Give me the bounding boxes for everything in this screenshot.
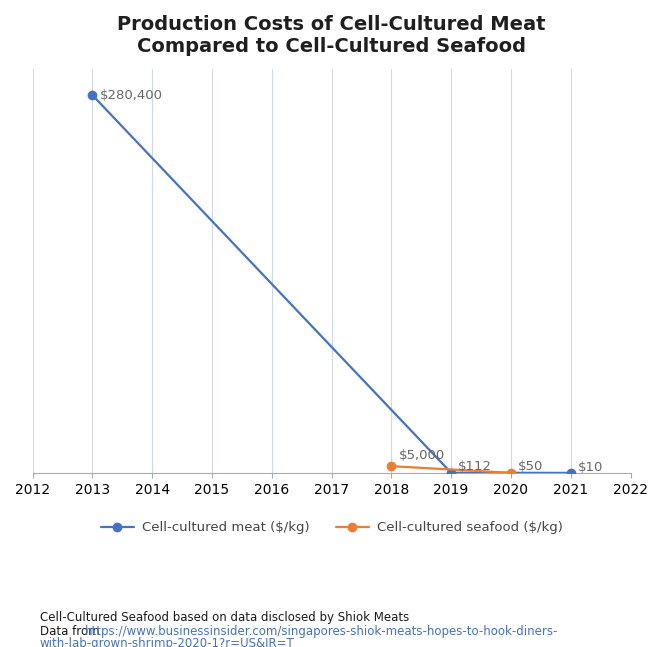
Text: Cell-Cultured Seafood based on data disclosed by Shiok Meats: Cell-Cultured Seafood based on data disc… [40, 611, 409, 624]
Legend: Cell-cultured meat ($/kg), Cell-cultured seafood ($/kg): Cell-cultured meat ($/kg), Cell-cultured… [95, 516, 568, 540]
Text: $50: $50 [518, 459, 544, 472]
Title: Production Costs of Cell-Cultured Meat
Compared to Cell-Cultured Seafood: Production Costs of Cell-Cultured Meat C… [117, 15, 546, 56]
Cell-cultured meat ($/kg) [88, 91, 96, 99]
Line: Cell-cultured seafood ($/kg): Cell-cultured seafood ($/kg) [387, 462, 515, 477]
Text: $10: $10 [578, 461, 603, 474]
Text: Data from: Data from [40, 625, 103, 638]
Text: $5,000: $5,000 [398, 449, 445, 462]
Text: with-lab-grown-shrimp-2020-1?r=US&IR=T: with-lab-grown-shrimp-2020-1?r=US&IR=T [40, 637, 294, 647]
Cell-cultured meat ($/kg) [567, 469, 575, 477]
Text: https://www.businessinsider.com/singapores-shiok-meats-hopes-to-hook-diners-: https://www.businessinsider.com/singapor… [85, 625, 558, 638]
Text: $280,400: $280,400 [99, 89, 162, 102]
Text: $112: $112 [458, 459, 493, 472]
Line: Cell-cultured meat ($/kg): Cell-cultured meat ($/kg) [88, 91, 575, 477]
Cell-cultured seafood ($/kg) [387, 462, 395, 470]
Cell-cultured seafood ($/kg) [507, 469, 515, 477]
Cell-cultured meat ($/kg) [447, 469, 455, 477]
